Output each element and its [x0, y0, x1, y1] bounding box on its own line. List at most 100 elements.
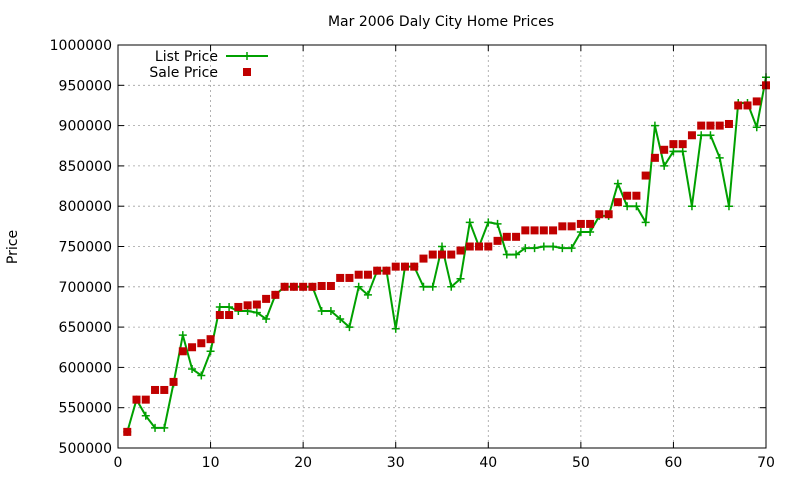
- series-sale-price: [123, 81, 770, 436]
- sale-price-point: [521, 226, 530, 235]
- sale-price-point: [604, 210, 613, 219]
- axis-ticks: 500000 550000 600000 650000 700000 750000 8000…: [50, 38, 775, 471]
- x-tick-label: 70: [757, 455, 775, 471]
- series-list-price: [123, 73, 770, 436]
- sale-price-point: [752, 97, 761, 106]
- legend-label-sale-price: Sale Price: [149, 65, 218, 81]
- sale-price-point: [512, 232, 521, 241]
- list-price-point: [641, 218, 650, 227]
- sale-price-point: [613, 198, 622, 207]
- list-price-point: [419, 282, 428, 291]
- x-tick-label: 30: [387, 455, 405, 471]
- list-price-point: [752, 123, 761, 132]
- sale-price-point: [280, 282, 289, 291]
- list-price-point: [586, 227, 595, 236]
- sale-price-point: [188, 343, 197, 352]
- y-tick-label: 750000: [59, 240, 112, 256]
- sale-price-point: [271, 290, 280, 299]
- sale-price-point: [169, 377, 178, 386]
- sale-price-point: [734, 101, 743, 110]
- sale-price-point: [262, 294, 271, 303]
- sale-price-point: [623, 191, 632, 200]
- sale-price-point: [151, 385, 160, 394]
- list-price-point: [613, 179, 622, 188]
- list-price-point: [493, 219, 502, 228]
- list-price-point: [724, 202, 733, 211]
- list-price-point: [354, 282, 363, 291]
- sale-price-point: [715, 121, 724, 130]
- sale-price-point: [252, 300, 261, 309]
- sale-price-point: [345, 273, 354, 282]
- list-price-point: [438, 242, 446, 251]
- sale-price-point: [660, 145, 669, 154]
- list-price-point: [160, 423, 169, 432]
- sale-price-point: [178, 347, 187, 356]
- x-tick-label: 10: [202, 455, 220, 471]
- list-price-point: [687, 202, 696, 211]
- y-tick-label: 1000000: [50, 38, 112, 54]
- y-tick-label: 500000: [59, 441, 112, 457]
- y-tick-label: 800000: [59, 199, 112, 215]
- list-price-point: [530, 244, 539, 253]
- list-price-point: [660, 161, 669, 170]
- sale-price-point: [391, 262, 400, 271]
- chart-title: Mar 2006 Daly City Home Prices: [328, 14, 554, 30]
- list-price-point: [502, 250, 511, 259]
- sale-price-point: [206, 335, 215, 344]
- y-tick-label: 550000: [59, 401, 112, 417]
- list-price-point: [188, 365, 197, 374]
- list-price-point: [558, 244, 567, 253]
- list-price-point: [345, 323, 354, 332]
- list-price-point: [567, 244, 576, 253]
- sale-price-point: [132, 395, 141, 404]
- sale-price-point: [400, 262, 409, 271]
- legend-marker-sale-price: [243, 68, 251, 76]
- sale-price-point: [123, 427, 132, 436]
- x-tick-label: 0: [114, 455, 123, 471]
- list-price-point: [141, 411, 150, 420]
- sale-price-point: [141, 395, 150, 404]
- sale-price-point: [354, 270, 363, 279]
- list-price-point: [262, 315, 271, 324]
- sale-price-point: [484, 242, 493, 251]
- sale-price-point: [308, 282, 317, 291]
- list-price-point: [678, 147, 687, 156]
- sale-price-point: [326, 281, 335, 290]
- list-price-point: [669, 147, 678, 156]
- sale-price-point: [706, 121, 715, 130]
- list-price-point: [539, 242, 548, 251]
- list-price-point: [225, 302, 234, 311]
- sale-price-point: [363, 270, 372, 279]
- sale-price-point: [419, 254, 428, 263]
- sale-price-point: [743, 101, 752, 110]
- list-price-point: [512, 250, 521, 259]
- list-price-point: [650, 121, 659, 130]
- x-tick-label: 40: [479, 455, 497, 471]
- list-price-point: [206, 347, 215, 356]
- list-price-point: [484, 218, 493, 227]
- sale-price-point: [382, 266, 391, 275]
- sale-price-point: [299, 282, 308, 291]
- list-price-point: [715, 153, 724, 162]
- list-price-point: [456, 274, 465, 283]
- sale-price-point: [160, 385, 169, 394]
- x-tick-label: 60: [665, 455, 683, 471]
- sale-price-point: [215, 311, 224, 320]
- y-tick-label: 950000: [59, 78, 112, 94]
- sale-price-point: [530, 226, 539, 235]
- sale-price-point: [317, 281, 326, 290]
- list-price-point: [549, 242, 558, 251]
- legend: List Price Sale Price: [149, 49, 268, 81]
- y-tick-label: 900000: [59, 119, 112, 135]
- sale-price-point: [697, 121, 706, 130]
- sale-price-point: [447, 250, 456, 259]
- sale-price-point: [595, 210, 604, 219]
- list-price-point: [252, 308, 261, 317]
- sale-price-point: [373, 266, 382, 275]
- sale-price-point: [475, 242, 484, 251]
- list-price-point: [465, 218, 474, 227]
- sale-price-point: [650, 153, 659, 162]
- sale-price-point: [576, 219, 585, 228]
- legend-marker-list-price: [243, 52, 251, 60]
